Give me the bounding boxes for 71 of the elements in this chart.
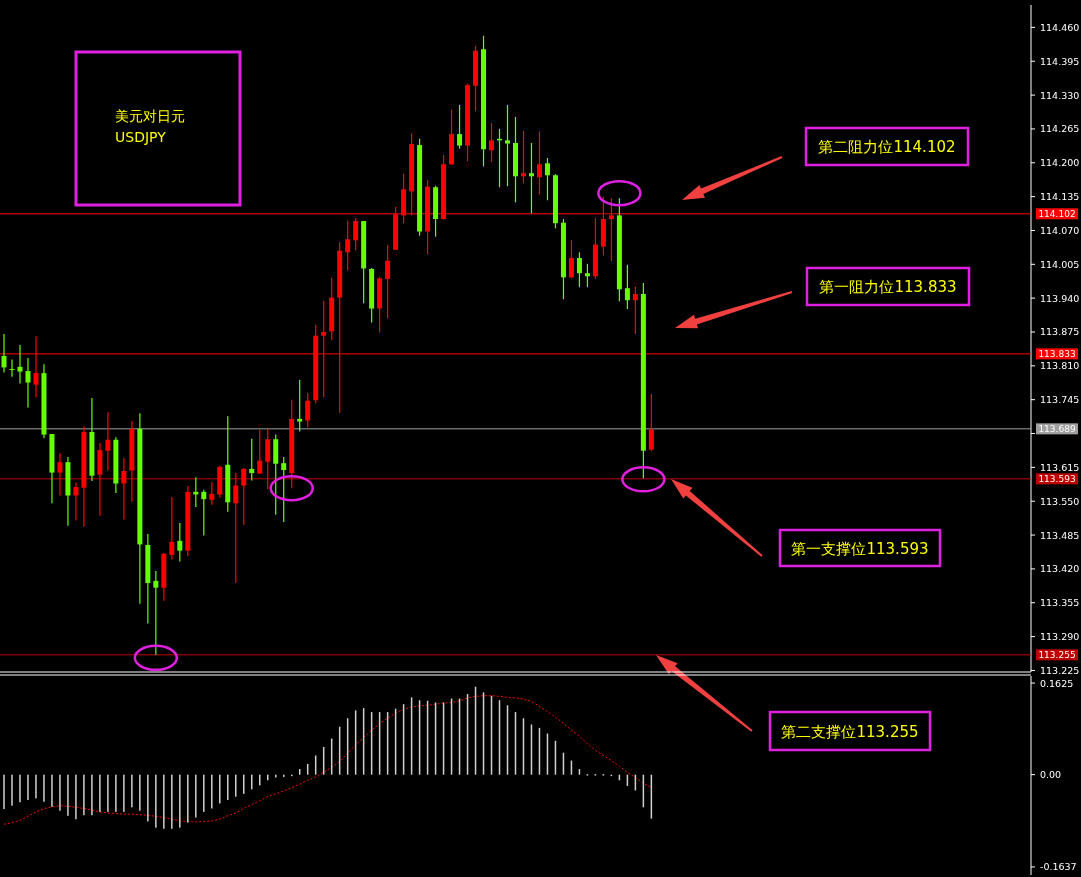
candlestick bbox=[505, 104, 511, 187]
y-tick-label: 0.00 bbox=[1040, 769, 1062, 781]
candlestick bbox=[457, 104, 463, 150]
candlestick bbox=[281, 456, 287, 523]
candlestick bbox=[177, 522, 183, 563]
text: USDJPY bbox=[115, 129, 167, 145]
candlestick bbox=[265, 428, 271, 490]
candlestick bbox=[249, 438, 255, 481]
y-tick-label: 113.485 bbox=[1040, 529, 1080, 541]
annotation: 第一阻力位113.833 bbox=[819, 278, 957, 296]
annotation: 第二支撑位113.255 bbox=[781, 722, 919, 741]
ref-line-label: 113.689 bbox=[1038, 424, 1076, 435]
candlestick bbox=[305, 392, 311, 428]
candlestick bbox=[1, 333, 7, 374]
candlestick bbox=[576, 251, 582, 288]
y-tick-label: 113.615 bbox=[1040, 461, 1080, 473]
candlestick bbox=[17, 344, 23, 385]
y-tick-label: 113.420 bbox=[1040, 563, 1080, 575]
y-tick-label: 113.225 bbox=[1040, 664, 1080, 676]
y-tick-label: 114.005 bbox=[1040, 258, 1080, 270]
y-tick-label: 113.745 bbox=[1040, 394, 1080, 406]
y-tick-label: 113.290 bbox=[1040, 631, 1080, 643]
candlestick bbox=[233, 472, 239, 584]
candlestick bbox=[209, 481, 215, 506]
ref-line-label: 113.833 bbox=[1038, 349, 1076, 360]
candlestick bbox=[584, 263, 590, 288]
candlestick bbox=[385, 244, 391, 320]
candlestick bbox=[353, 217, 359, 251]
annotation: 第二阻力位114.102 bbox=[818, 138, 956, 156]
candlestick bbox=[153, 570, 159, 656]
candlestick bbox=[345, 219, 351, 272]
line-series bbox=[3, 695, 652, 825]
candlestick bbox=[536, 130, 542, 196]
y-tick-label: -0.1637 bbox=[1040, 861, 1077, 873]
annotation: 第一支撑位113.593 bbox=[791, 539, 929, 558]
candlestick bbox=[169, 496, 175, 561]
candlestick bbox=[648, 393, 654, 452]
y-tick-label: 114.330 bbox=[1040, 89, 1080, 101]
y-tick-label: 113.355 bbox=[1040, 597, 1080, 609]
ref-line-label: 113.255 bbox=[1038, 650, 1076, 661]
candlestick bbox=[568, 239, 574, 279]
candlestick bbox=[528, 142, 534, 214]
y-tick-label: 0.1625 bbox=[1040, 677, 1074, 689]
candlestick bbox=[73, 481, 79, 522]
candlestick bbox=[257, 429, 263, 475]
ref-line-label: 114.102 bbox=[1038, 209, 1076, 220]
y-tick-label: 114.070 bbox=[1040, 224, 1080, 236]
candlestick bbox=[624, 264, 630, 310]
y-tick-label: 114.200 bbox=[1040, 157, 1080, 169]
y-tick-label: 113.810 bbox=[1040, 360, 1080, 372]
ref-line-label: 113.593 bbox=[1038, 474, 1076, 485]
y-tick-label: 113.875 bbox=[1040, 326, 1080, 338]
candlestick bbox=[25, 357, 31, 409]
candlestick bbox=[57, 452, 63, 497]
candlestick bbox=[9, 358, 15, 378]
y-tick-label: 114.135 bbox=[1040, 191, 1080, 203]
candlestick bbox=[297, 379, 303, 433]
candlestick bbox=[632, 286, 638, 335]
candlestick bbox=[201, 489, 207, 537]
candlestick bbox=[520, 130, 526, 185]
text: 美元对日元 bbox=[115, 108, 185, 124]
candlestick bbox=[121, 457, 127, 521]
y-tick-label: 114.460 bbox=[1040, 21, 1080, 33]
y-tick-label: 114.395 bbox=[1040, 55, 1080, 67]
candlestick bbox=[544, 157, 550, 201]
y-tick-label: 114.265 bbox=[1040, 123, 1080, 135]
candlestick bbox=[241, 467, 247, 526]
candlestick bbox=[489, 122, 495, 163]
candlestick bbox=[105, 411, 111, 472]
y-tick-label: 113.550 bbox=[1040, 495, 1080, 507]
y-tick-label: 113.940 bbox=[1040, 292, 1080, 304]
